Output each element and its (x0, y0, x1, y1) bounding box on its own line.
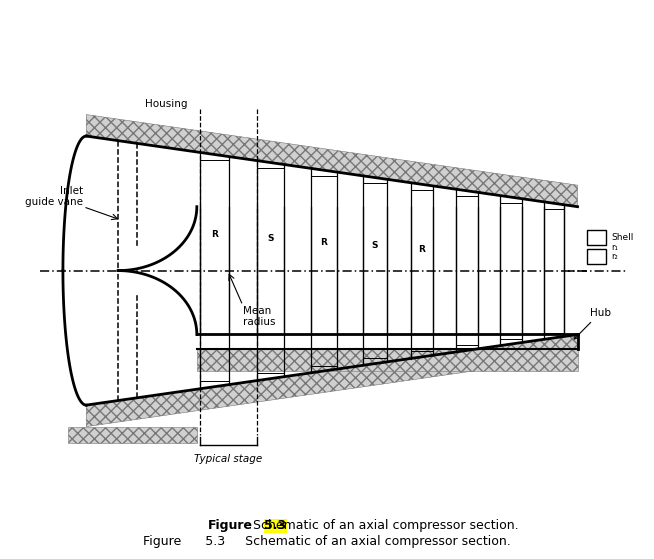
Polygon shape (197, 349, 577, 371)
Text: Housing: Housing (145, 99, 187, 109)
Text: Figure: Figure (208, 519, 252, 532)
Text: R: R (211, 230, 218, 239)
Text: 5.3: 5.3 (264, 519, 286, 532)
Text: Schematic of an axial compressor section.: Schematic of an axial compressor section… (253, 519, 519, 532)
Text: R: R (320, 238, 328, 247)
Text: Figure      5.3     Schematic of an axial compressor section.: Figure 5.3 Schematic of an axial compres… (143, 535, 511, 548)
Text: Shell: Shell (611, 233, 634, 242)
Bar (587, 230, 606, 245)
Polygon shape (86, 115, 577, 207)
Polygon shape (86, 334, 577, 427)
Text: Hub: Hub (574, 307, 611, 339)
Text: S: S (267, 234, 274, 243)
Text: r₁: r₁ (611, 243, 618, 252)
Bar (587, 249, 606, 264)
Text: r₂: r₂ (611, 252, 618, 261)
Polygon shape (68, 427, 197, 443)
Text: Inlet
guide vane: Inlet guide vane (26, 186, 83, 207)
Text: Typical stage: Typical stage (194, 453, 262, 463)
Text: Mean
radius: Mean radius (243, 306, 275, 327)
Text: R: R (419, 245, 425, 254)
Text: S: S (371, 241, 378, 250)
